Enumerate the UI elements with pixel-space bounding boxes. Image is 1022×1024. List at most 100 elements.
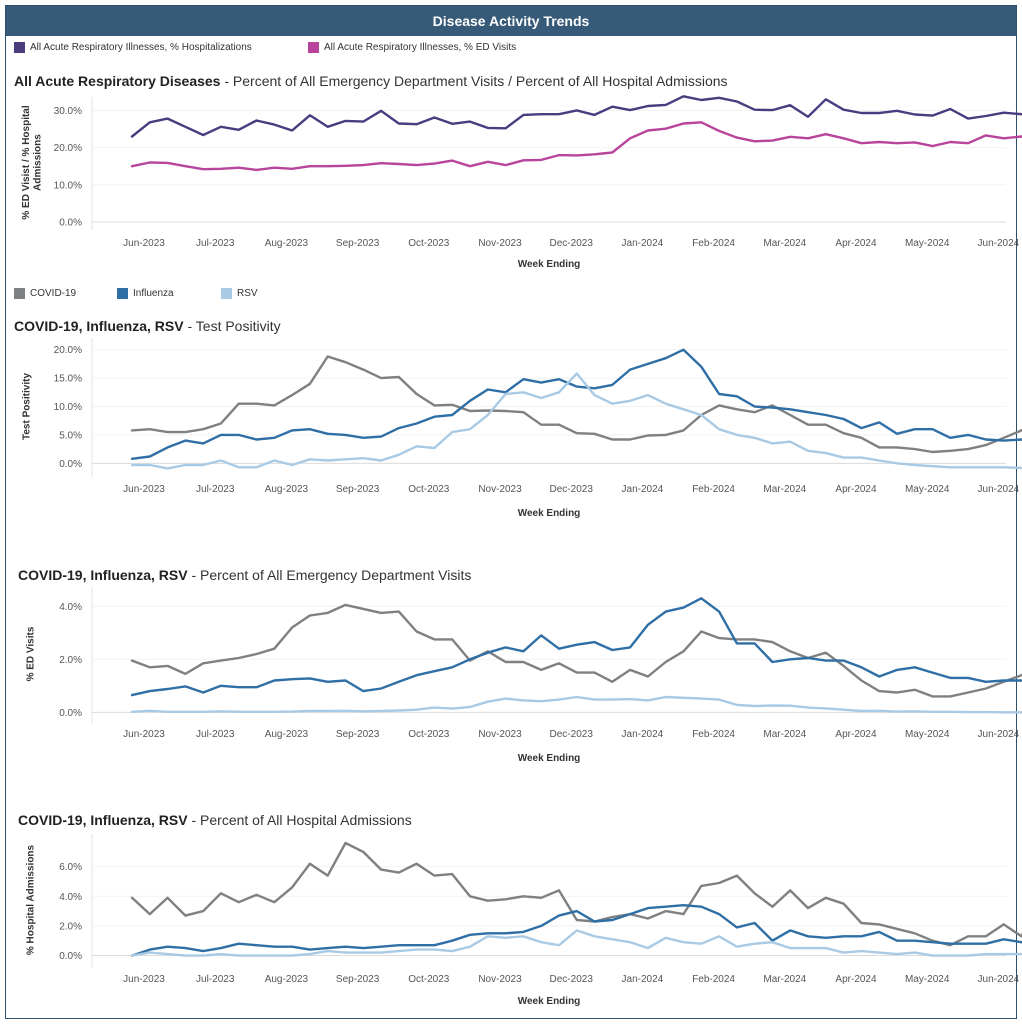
y-tick-label: 2.0% (59, 655, 82, 666)
series-line-influenza (130, 597, 1022, 697)
x-tick-label: Mar-2024 (763, 484, 806, 495)
y-tick-label: 4.0% (59, 892, 82, 903)
x-tick-label: Jan-2024 (622, 729, 664, 740)
x-tick-label: Jan-2024 (622, 238, 664, 249)
y-axis-title-line: Test Positivity (22, 373, 33, 440)
legend-item-hospitalizations[interactable]: All Acute Respiratory Illnesses, % Hospi… (14, 42, 252, 53)
y-tick-label: 0.0% (59, 459, 82, 470)
x-tick-label: Nov-2023 (478, 238, 522, 249)
x-tick-label: Aug-2023 (265, 484, 309, 495)
x-tick-label: Oct-2023 (408, 238, 450, 249)
chart-title-test-positivity: COVID-19, Influenza, RSV - Test Positivi… (14, 318, 281, 334)
x-tick-label: Jul-2023 (196, 729, 235, 740)
x-axis-title: Week Ending (518, 996, 581, 1007)
y-tick-label: 30.0% (54, 106, 82, 117)
x-tick-label: Apr-2024 (835, 974, 877, 985)
y-tick-label: 6.0% (59, 862, 82, 873)
chart-title-rest: - Test Positivity (183, 318, 281, 334)
chart-title-bold: COVID-19, Influenza, RSV (14, 318, 184, 334)
x-tick-label: Apr-2024 (835, 729, 877, 740)
legend-all-acute: All Acute Respiratory Illnesses, % Hospi… (14, 42, 814, 56)
legend-label: All Acute Respiratory Illnesses, % Hospi… (30, 42, 252, 53)
x-tick-label: Oct-2023 (408, 484, 450, 495)
legend-item-ed-visits[interactable]: All Acute Respiratory Illnesses, % ED Vi… (308, 42, 516, 53)
y-axis-title-line: % ED Visist / % Hospital (21, 105, 32, 220)
series-line-influenza (130, 348, 1022, 461)
chart-hospital-admissions: 0.0% 2.0% 4.0% 6.0% Jun-2023 Jul-2023 Aug-2023… (26, 834, 1022, 1007)
x-tick-label: Jun-2024 (978, 484, 1020, 495)
legend-item-covid[interactable]: COVID-19 (14, 288, 76, 299)
x-tick-label: May-2024 (905, 484, 950, 495)
x-tick-label: Sep-2023 (336, 238, 380, 249)
series-line-rsv (130, 372, 1022, 470)
y-axis-title: % ED Visist / % HospitalAdmissions (21, 105, 44, 220)
chart-test-positivity: 0.0% 5.0% 10.0% 15.0% 20.0% Jun-2023 Jul-2023 A… (22, 338, 1022, 519)
chart-title-bold: COVID-19, Influenza, RSV (18, 812, 188, 828)
x-tick-label: Mar-2024 (763, 729, 806, 740)
legend-swatch (14, 288, 25, 299)
y-axis-title: Test Positivity (22, 373, 33, 440)
x-tick-label: May-2024 (905, 238, 950, 249)
x-tick-label: Jul-2023 (196, 974, 235, 985)
x-tick-label: Apr-2024 (835, 484, 877, 495)
series-line-influenza (130, 903, 1022, 957)
x-tick-label: Nov-2023 (478, 974, 522, 985)
x-tick-label: Nov-2023 (478, 729, 522, 740)
chart-title-all-acute: All Acute Respiratory Diseases - Percent… (14, 73, 728, 89)
x-tick-label: Aug-2023 (265, 729, 309, 740)
legend-item-rsv[interactable]: RSV (221, 288, 258, 299)
y-tick-label: 20.0% (54, 345, 82, 356)
x-tick-label: Oct-2023 (408, 974, 450, 985)
x-tick-label: Dec-2023 (550, 729, 594, 740)
legend-label: All Acute Respiratory Illnesses, % ED Vi… (324, 42, 517, 53)
legend-item-influenza[interactable]: Influenza (117, 288, 174, 299)
series-line-all-acute-respiratory-illnesses-hospitalizations (130, 95, 1022, 138)
x-tick-label: Feb-2024 (692, 974, 735, 985)
x-tick-label: Dec-2023 (550, 974, 594, 985)
legend-label: COVID-19 (30, 288, 77, 299)
x-tick-label: Jan-2024 (622, 974, 664, 985)
x-tick-label: Jul-2023 (196, 484, 235, 495)
y-tick-label: 0.0% (59, 708, 82, 719)
legend-swatch (221, 288, 232, 299)
y-axis-title-line: % Hospital Admissions (26, 844, 37, 955)
x-tick-label: Feb-2024 (692, 238, 735, 249)
y-tick-label: 4.0% (59, 602, 82, 613)
x-tick-label: Sep-2023 (336, 974, 380, 985)
chart-title-hospital-admissions: COVID-19, Influenza, RSV - Percent of Al… (18, 812, 412, 828)
series-line-rsv (130, 929, 1022, 957)
x-tick-label: Dec-2023 (550, 238, 594, 249)
x-tick-label: Jun-2023 (123, 484, 165, 495)
chart-title-rest: - Percent of All Hospital Admissions (187, 812, 412, 828)
x-tick-label: Oct-2023 (408, 729, 450, 740)
series-line-covid-19 (130, 355, 1022, 454)
series-line-all-acute-respiratory-illnesses-ed-visits (130, 121, 1022, 172)
x-tick-label: Dec-2023 (550, 484, 594, 495)
x-axis-title: Week Ending (518, 753, 581, 764)
x-tick-label: May-2024 (905, 974, 950, 985)
x-tick-label: Jul-2023 (196, 238, 235, 249)
y-tick-label: 15.0% (54, 374, 82, 385)
y-axis-title: % ED Visits (26, 626, 37, 681)
x-tick-label: Sep-2023 (336, 729, 380, 740)
y-tick-label: 2.0% (59, 921, 82, 932)
x-tick-label: Apr-2024 (835, 238, 877, 249)
x-tick-label: Aug-2023 (265, 974, 309, 985)
y-tick-label: 5.0% (59, 430, 82, 441)
chart-ed-visits: 0.0% 2.0% 4.0% Jun-2023 Jul-2023 Aug-2023 Sep-… (26, 587, 1022, 764)
x-tick-label: Jan-2024 (622, 484, 664, 495)
chart-title-ed-visits: COVID-19, Influenza, RSV - Percent of Al… (18, 567, 471, 583)
y-axis-title-line: % ED Visits (26, 626, 37, 681)
legend-swatch (308, 42, 319, 53)
x-tick-label: May-2024 (905, 729, 950, 740)
x-tick-label: Jun-2023 (123, 238, 165, 249)
legend-swatch (14, 42, 25, 53)
y-axis-title: % Hospital Admissions (26, 844, 37, 955)
x-axis-title: Week Ending (518, 508, 581, 519)
series-line-rsv (130, 695, 1022, 714)
y-tick-label: 0.0% (59, 951, 82, 962)
dashboard-title: Disease Activity Trends (6, 6, 1016, 36)
legend-label: RSV (237, 288, 258, 299)
chart-title-rest: - Percent of All Emergency Department Vi… (220, 73, 728, 89)
x-tick-label: Mar-2024 (763, 974, 806, 985)
